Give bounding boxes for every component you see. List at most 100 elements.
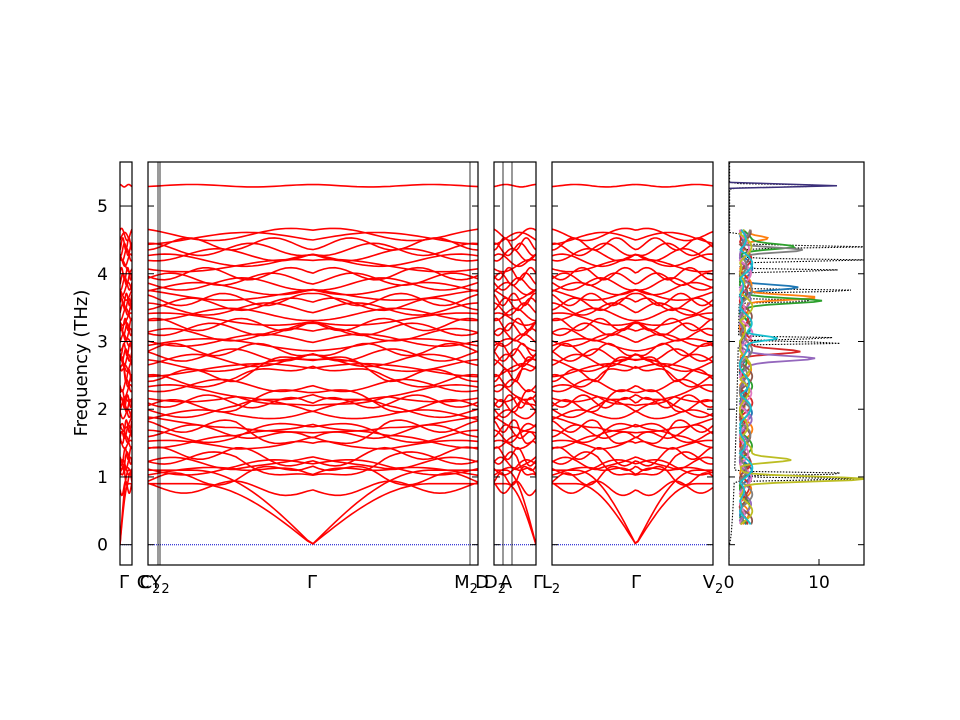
band-line: [120, 281, 132, 296]
band-line: [120, 383, 132, 407]
band-line: [148, 383, 478, 407]
band-line: [552, 394, 713, 409]
band-line: [552, 266, 713, 281]
band-line: [552, 231, 713, 246]
band-line: [120, 292, 132, 307]
band-line: [120, 266, 132, 282]
band-line: [148, 422, 478, 444]
band-line: [552, 456, 713, 477]
y-tick-label: 0: [97, 536, 108, 556]
band-line: [148, 365, 478, 388]
band-line: [494, 480, 536, 497]
band-panel-1: [119, 161, 133, 566]
partial-dos-line: [738, 229, 864, 526]
band-line: [120, 394, 132, 409]
band-line: [148, 480, 478, 497]
dos-panel: 0 10: [724, 161, 865, 593]
band-line: [552, 358, 713, 373]
band-line: [148, 276, 478, 291]
band-line: [552, 247, 713, 262]
dos-top-peak: [729, 181, 838, 190]
band-line: [148, 227, 478, 242]
band-line: [494, 389, 536, 413]
band-line: [552, 365, 713, 388]
band-line: [120, 409, 132, 420]
dos-x-tick-label: 0: [724, 573, 735, 593]
band-line: [148, 395, 478, 413]
band-line: [148, 266, 478, 281]
band-line: [148, 242, 478, 257]
band-line: [552, 383, 713, 407]
x-tick-label: A: [500, 572, 513, 593]
x-tick-subscript: 2: [552, 582, 560, 597]
x-tick-label: Γ: [307, 572, 317, 593]
band-line: [494, 422, 536, 444]
band-line: [120, 416, 132, 434]
band-line: [148, 307, 478, 322]
band-line: [494, 281, 536, 296]
band-line: [120, 276, 132, 291]
band-line: [120, 445, 132, 467]
band-line: [494, 362, 536, 378]
band-line: [148, 231, 478, 246]
band-line: [552, 456, 713, 476]
band-line: [148, 342, 478, 357]
band-line: [552, 227, 713, 242]
partial-dos-line: [738, 229, 754, 526]
band-line: [148, 327, 478, 342]
panel-frame: [493, 161, 537, 566]
band-line: [494, 436, 536, 450]
band-line: [494, 383, 536, 407]
y-tick-labels: 0 1 2 3 4 5: [97, 197, 108, 556]
band-line: [552, 395, 713, 413]
band-line: [552, 378, 713, 393]
band-line: [148, 451, 478, 477]
panel-frame: [147, 161, 479, 566]
band-line: [494, 272, 536, 287]
band-line: [148, 458, 478, 476]
y-tick-label: 3: [97, 332, 108, 352]
band-line: [148, 393, 478, 419]
band-line: [494, 312, 536, 326]
x-tick-subscript: 2: [498, 582, 506, 597]
band-line: [552, 183, 713, 188]
panel-frame: [551, 161, 714, 566]
y-tick-label: 1: [97, 468, 108, 488]
band-panels: [119, 161, 714, 566]
band-line: [494, 302, 536, 316]
band-line: [494, 465, 536, 486]
band-line: [552, 258, 713, 273]
band-line: [494, 231, 536, 246]
band-line: [552, 333, 713, 348]
band-panel-4: [551, 161, 714, 566]
band-line: [552, 292, 713, 307]
band-line: [120, 422, 132, 444]
band-line: [494, 419, 536, 445]
band-line: [552, 307, 713, 322]
band-line: [494, 394, 536, 409]
band-line: [494, 482, 536, 545]
band-line: [148, 258, 478, 273]
band-line: [552, 416, 713, 434]
band-line: [494, 451, 536, 477]
y-axis-label: Frequency (THz): [71, 290, 92, 437]
band-line: [552, 327, 713, 342]
band-line: [552, 302, 713, 316]
band-line: [552, 436, 713, 450]
band-line: [552, 342, 713, 357]
band-line: [148, 394, 478, 409]
band-line: [120, 419, 132, 445]
y-tick-label: 4: [97, 265, 108, 285]
band-line: [120, 436, 132, 451]
band-line: [494, 297, 536, 312]
x-tick-label: Γ: [533, 572, 543, 593]
x-tick-label: Γ: [119, 572, 129, 593]
band-line: [494, 276, 536, 291]
band-line: [552, 422, 713, 444]
band-line: [148, 389, 478, 413]
band-line: [494, 356, 536, 383]
band-line: [494, 242, 536, 257]
